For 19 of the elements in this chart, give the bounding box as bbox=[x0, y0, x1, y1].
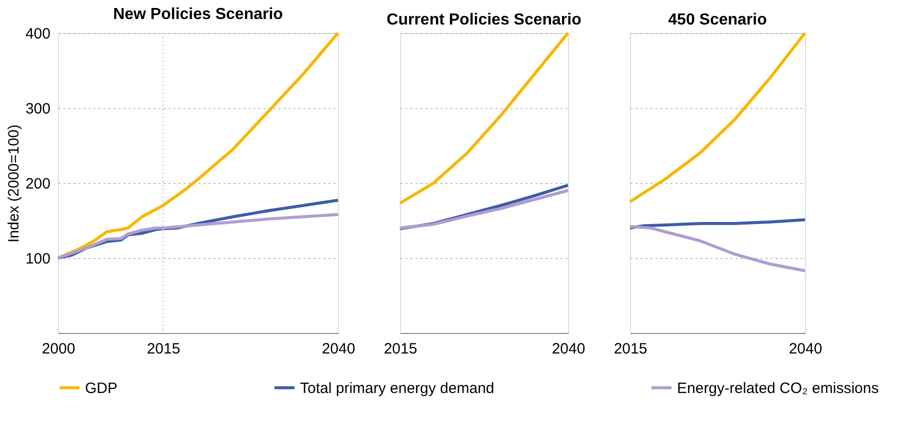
y-tick-label: 100 bbox=[25, 250, 50, 268]
legend-label: Energy-related CO₂ emissions bbox=[677, 380, 879, 397]
chart-title: New Policies Scenario bbox=[113, 6, 284, 23]
x-tick-label: 2015 bbox=[146, 340, 180, 358]
x-tick-label: 2015 bbox=[384, 340, 418, 358]
chart-title: Current Policies Scenario bbox=[386, 12, 582, 28]
line-series bbox=[56, 213, 340, 260]
x-tick-label: 2040 bbox=[552, 340, 586, 358]
x-tick-label: 2000 bbox=[42, 340, 76, 358]
y-tick-label: 200 bbox=[25, 176, 50, 192]
x-tick-label: 2040 bbox=[788, 340, 822, 358]
chart-title: 450 Scenario bbox=[668, 12, 768, 28]
x-tick-label: 2015 bbox=[614, 340, 648, 358]
y-axis-title: Index (2000=100) bbox=[5, 124, 22, 243]
x-tick-label: 2040 bbox=[322, 340, 356, 358]
y-tick-label: 400 bbox=[25, 26, 50, 42]
legend-label: Total primary energy demand bbox=[300, 380, 494, 397]
legend-label: GDP bbox=[85, 380, 118, 397]
y-tick-label: 300 bbox=[25, 100, 50, 118]
